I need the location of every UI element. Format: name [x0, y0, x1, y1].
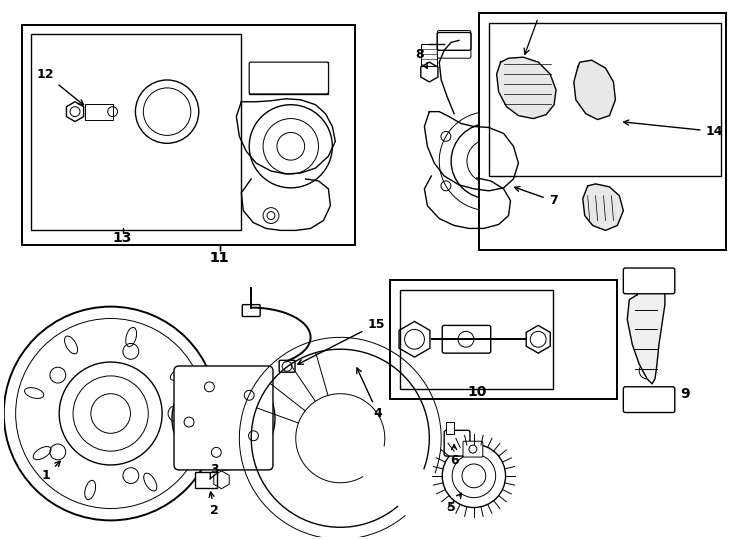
- Bar: [421, 44, 437, 66]
- Bar: [489, 23, 722, 176]
- Text: 14: 14: [624, 120, 723, 138]
- FancyBboxPatch shape: [437, 32, 471, 50]
- Text: 11: 11: [210, 251, 229, 265]
- Text: 13: 13: [113, 231, 132, 245]
- Bar: [21, 24, 355, 245]
- Polygon shape: [574, 60, 615, 119]
- Polygon shape: [583, 184, 623, 231]
- Bar: [32, 35, 241, 231]
- Text: 15: 15: [298, 318, 385, 365]
- Bar: [479, 12, 726, 250]
- Text: 7: 7: [515, 187, 557, 207]
- Text: 5: 5: [447, 493, 462, 514]
- Bar: [446, 422, 454, 434]
- FancyBboxPatch shape: [242, 305, 260, 316]
- Text: 8: 8: [415, 48, 427, 68]
- Text: 12: 12: [37, 68, 84, 105]
- Polygon shape: [628, 272, 665, 384]
- FancyBboxPatch shape: [463, 441, 483, 457]
- Text: 6: 6: [450, 444, 459, 467]
- FancyBboxPatch shape: [250, 62, 328, 94]
- FancyBboxPatch shape: [444, 430, 470, 456]
- Text: 3: 3: [210, 463, 219, 480]
- Text: 10: 10: [467, 384, 487, 399]
- Text: 11: 11: [210, 251, 229, 265]
- Bar: [399, 290, 553, 389]
- Text: 2: 2: [209, 492, 219, 517]
- Bar: [195, 472, 217, 488]
- Text: 4: 4: [357, 368, 382, 420]
- Text: 1: 1: [42, 461, 60, 482]
- Bar: [250, 62, 328, 94]
- Bar: [85, 104, 112, 119]
- FancyBboxPatch shape: [437, 30, 471, 58]
- FancyBboxPatch shape: [623, 387, 675, 413]
- Text: 9: 9: [680, 387, 689, 401]
- FancyBboxPatch shape: [279, 360, 295, 372]
- FancyBboxPatch shape: [623, 268, 675, 294]
- Bar: [390, 280, 617, 399]
- Polygon shape: [497, 57, 556, 119]
- FancyBboxPatch shape: [174, 366, 273, 470]
- FancyBboxPatch shape: [442, 326, 491, 353]
